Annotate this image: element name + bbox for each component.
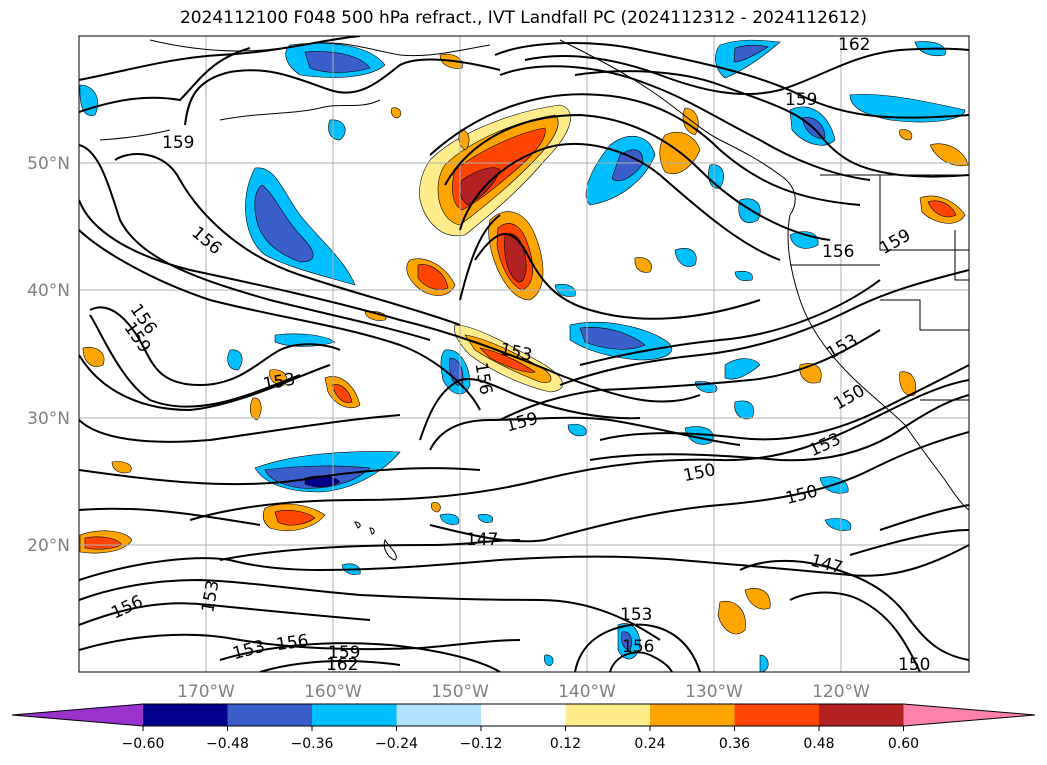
colorbar-tick-label: 0.48 [803, 736, 834, 752]
plot-frame [78, 35, 970, 673]
colorbar-tick-label: 0.12 [550, 736, 581, 752]
lat-tick-label: 40°N [27, 281, 70, 301]
lon-tick-label: 160°W [304, 682, 362, 702]
colorbar-swatch [734, 704, 820, 726]
contour-label: 153 [620, 605, 652, 625]
map-plot: 162 159 159 156 156 159 159 156 153 153 … [79, 35, 969, 675]
colorbar-swatch [227, 704, 313, 726]
contour-label: 147 [466, 530, 498, 550]
colorbar-swatch [143, 704, 228, 726]
contour-label: 150 [898, 655, 930, 675]
colorbar-swatch [650, 704, 735, 726]
longitude-labels: 170°W 160°W 150°W 140°W 130°W 120°W [177, 682, 870, 702]
colorbar-swatch [312, 704, 397, 726]
colorbar-tick-label: −0.60 [122, 736, 165, 752]
height-contours [79, 36, 969, 672]
lon-tick-label: 130°W [685, 682, 743, 702]
lon-tick-label: 170°W [177, 682, 235, 702]
contour-label: 156 [275, 631, 310, 655]
colorbar-swatch [396, 704, 482, 726]
contour-label: 159 [328, 643, 360, 663]
lat-tick-label: 30°N [27, 409, 70, 429]
contour-label: 159 [162, 133, 194, 153]
lat-tick-label: 50°N [27, 154, 70, 174]
lon-tick-label: 140°W [558, 682, 616, 702]
contour-label: 159 [785, 90, 817, 110]
shading-layer [79, 39, 969, 672]
colorbar-tick-label: 0.36 [719, 736, 750, 752]
colorbar-swatch [481, 704, 566, 726]
map-title: 2024112100 F048 500 hPa refract., IVT La… [179, 8, 867, 28]
colorbar-tick-label: −0.12 [460, 736, 503, 752]
coastlines [99, 39, 969, 561]
colorbar-tick-label: −0.24 [375, 736, 418, 752]
colorbar-extend-max [903, 704, 1035, 726]
colorbar-tick-label: −0.36 [291, 736, 334, 752]
colorbar-tick-label: −0.48 [206, 736, 249, 752]
colorbar-extend-min [12, 704, 143, 726]
colorbar-tick-label: 0.24 [634, 736, 665, 752]
colorbar-tick-label: 0.60 [888, 736, 919, 752]
contour-label: 162 [838, 35, 870, 55]
colorbar-swatch [565, 704, 651, 726]
lon-tick-label: 150°W [431, 682, 489, 702]
contour-label: 156 [822, 242, 854, 262]
lat-tick-label: 20°N [27, 536, 70, 556]
contour-label: 156 [622, 637, 654, 657]
colorbar-swatch [819, 704, 904, 726]
graticule [79, 36, 969, 672]
contour-label: 162 [326, 655, 358, 675]
lon-tick-label: 120°W [812, 682, 870, 702]
colorbar: −0.60 −0.48 −0.36 −0.24 −0.12 0.12 0.24 0.36 0.4… [11, 703, 1036, 752]
latitude-labels: 50°N 40°N 30°N 20°N [27, 154, 70, 556]
